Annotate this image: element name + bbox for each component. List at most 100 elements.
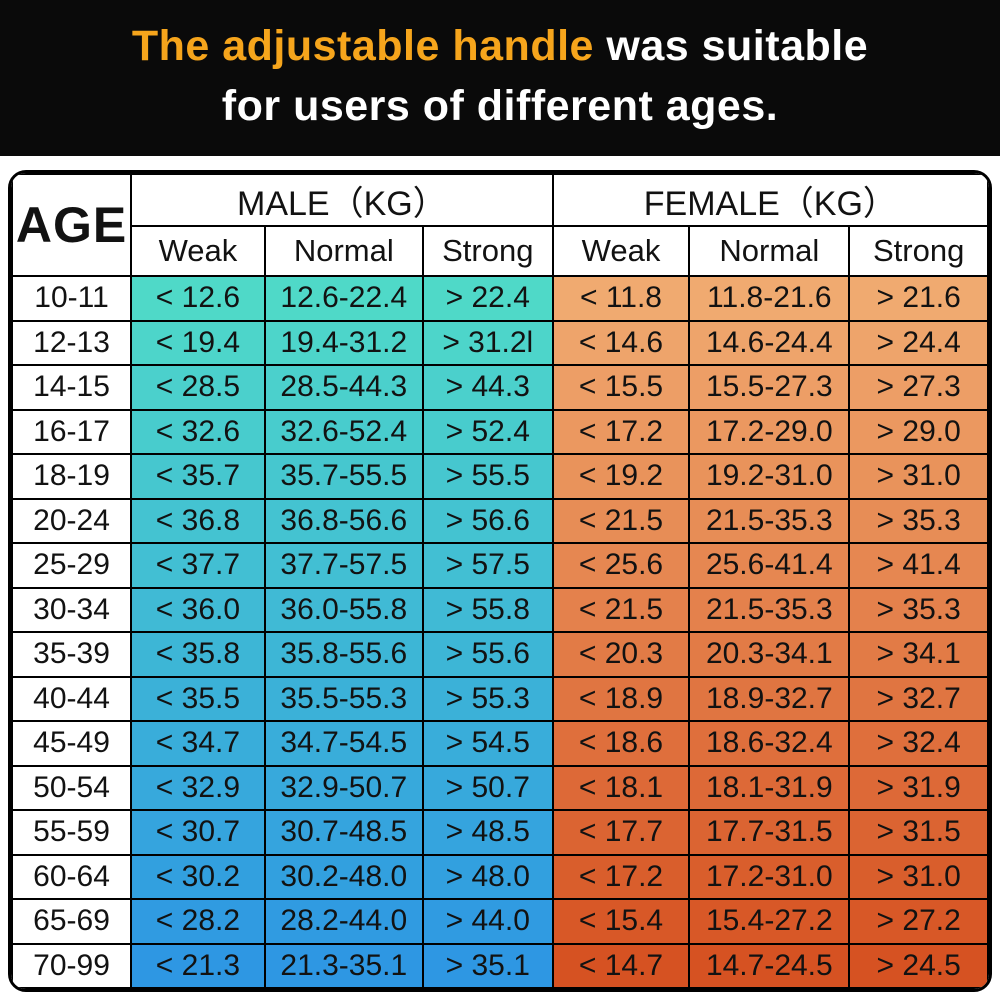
female-value-cell: < 20.3: [551, 631, 691, 678]
male-value-cell: 30.2-48.0: [263, 853, 424, 900]
male-value-cell: > 52.4: [421, 408, 554, 455]
female-normal-header: Normal: [688, 225, 851, 277]
male-value-cell: > 55.3: [421, 675, 554, 722]
female-value-cell: 11.8-21.6: [688, 275, 851, 322]
male-value-cell: 19.4-31.2: [263, 319, 424, 366]
age-cell: 30-34: [11, 586, 133, 633]
male-value-cell: 30.7-48.5: [263, 809, 424, 856]
male-value-cell: < 30.7: [130, 809, 266, 856]
female-value-cell: < 15.5: [551, 364, 691, 411]
female-value-cell: < 15.4: [551, 898, 691, 945]
female-value-cell: 19.2-31.0: [688, 453, 851, 500]
male-value-cell: > 31.2l: [421, 319, 554, 366]
female-value-cell: < 19.2: [551, 453, 691, 500]
age-cell: 25-29: [11, 542, 133, 589]
female-value-cell: > 29.0: [848, 408, 989, 455]
female-value-cell: 14.6-24.4: [688, 319, 851, 366]
age-cell: 50-54: [11, 764, 133, 811]
male-value-cell: > 44.3: [421, 364, 554, 411]
table-body: 10-11 < 12.6 12.6-22.4 > 22.4 < 11.8 11.8-21.…: [11, 275, 989, 989]
age-cell: 35-39: [11, 631, 133, 678]
male-value-cell: > 22.4: [421, 275, 554, 322]
table-row: 60-64 < 30.2 30.2-48.0 > 48.0 < 17.2 17.2-31.…: [11, 853, 989, 900]
age-column-header: AGE: [11, 173, 133, 277]
age-cell: 45-49: [11, 720, 133, 767]
male-value-cell: < 37.7: [130, 542, 266, 589]
male-value-cell: 35.5-55.3: [263, 675, 424, 722]
table-row: 25-29 < 37.7 37.7-57.5 > 57.5 < 25.6 25.6-41.…: [11, 542, 989, 589]
male-value-cell: > 57.5: [421, 542, 554, 589]
male-value-cell: 34.7-54.5: [263, 720, 424, 767]
table-row: 16-17 < 32.6 32.6-52.4 > 52.4 < 17.2 17.2-29.…: [11, 408, 989, 455]
table-row: 20-24 < 36.8 36.8-56.6 > 56.6 < 21.5 21.5-35.…: [11, 497, 989, 544]
female-value-cell: < 17.2: [551, 853, 691, 900]
age-cell: 70-99: [11, 942, 133, 989]
table-row: 12-13 < 19.4 19.4-31.2 > 31.2l < 14.6 14.6-24…: [11, 319, 989, 366]
male-value-cell: 12.6-22.4: [263, 275, 424, 322]
table-row: 14-15 < 28.5 28.5-44.3 > 44.3 < 15.5 15.5-27.…: [11, 364, 989, 411]
male-value-cell: > 48.5: [421, 809, 554, 856]
female-value-cell: 15.5-27.3: [688, 364, 851, 411]
male-weak-header: Weak: [130, 225, 266, 277]
male-value-cell: 36.0-55.8: [263, 586, 424, 633]
male-group-header: MALE（KG）: [130, 173, 554, 227]
age-cell: 10-11: [11, 275, 133, 322]
age-cell: 65-69: [11, 898, 133, 945]
female-strong-header: Strong: [848, 225, 989, 277]
male-value-cell: < 36.0: [130, 586, 266, 633]
age-cell: 20-24: [11, 497, 133, 544]
female-value-cell: > 41.4: [848, 542, 989, 589]
table-row: 65-69 < 28.2 28.2-44.0 > 44.0 < 15.4 15.4-27.…: [11, 898, 989, 945]
female-value-cell: > 27.3: [848, 364, 989, 411]
male-value-cell: 35.7-55.5: [263, 453, 424, 500]
banner-line1-rest: was suitable: [593, 22, 869, 70]
male-value-cell: > 48.0: [421, 853, 554, 900]
table-row: 35-39 < 35.8 35.8-55.6 > 55.6 < 20.3 20.3-34.…: [11, 631, 989, 678]
female-value-cell: > 24.4: [848, 319, 989, 366]
male-value-cell: 35.8-55.6: [263, 631, 424, 678]
table-row: 10-11 < 12.6 12.6-22.4 > 22.4 < 11.8 11.8-21.…: [11, 275, 989, 322]
male-value-cell: < 34.7: [130, 720, 266, 767]
male-value-cell: > 44.0: [421, 898, 554, 945]
table-row: 55-59 < 30.7 30.7-48.5 > 48.5 < 17.7 17.7-31.…: [11, 809, 989, 856]
table-header: AGE MALE（KG） FEMALE（KG） Weak Normal Stro…: [11, 173, 989, 277]
female-value-cell: < 14.7: [551, 942, 691, 989]
male-value-cell: < 36.8: [130, 497, 266, 544]
table-row: 30-34 < 36.0 36.0-55.8 > 55.8 < 21.5 21.5-35.…: [11, 586, 989, 633]
age-cell: 12-13: [11, 319, 133, 366]
male-value-cell: < 35.8: [130, 631, 266, 678]
age-strength-table: AGE MALE（KG） FEMALE（KG） Weak Normal Stro…: [11, 173, 989, 989]
female-value-cell: < 18.6: [551, 720, 691, 767]
male-value-cell: > 56.6: [421, 497, 554, 544]
female-value-cell: > 35.3: [848, 497, 989, 544]
table-row: 40-44 < 35.5 35.5-55.3 > 55.3 < 18.9 18.9-32.…: [11, 675, 989, 722]
age-cell: 40-44: [11, 675, 133, 722]
male-value-cell: 32.6-52.4: [263, 408, 424, 455]
female-value-cell: < 18.9: [551, 675, 691, 722]
banner-highlight-text: The adjustable handle: [131, 22, 594, 70]
male-normal-header: Normal: [263, 225, 424, 277]
male-value-cell: < 28.2: [130, 898, 266, 945]
age-cell: 16-17: [11, 408, 133, 455]
female-value-cell: < 17.7: [551, 809, 691, 856]
male-value-cell: 28.2-44.0: [263, 898, 424, 945]
male-value-cell: < 35.7: [130, 453, 266, 500]
male-value-cell: > 54.5: [421, 720, 554, 767]
male-value-cell: > 55.8: [421, 586, 554, 633]
male-value-cell: 37.7-57.5: [263, 542, 424, 589]
male-value-cell: 21.3-35.1: [263, 942, 424, 989]
age-cell: 60-64: [11, 853, 133, 900]
male-value-cell: < 32.6: [130, 408, 266, 455]
male-value-cell: > 50.7: [421, 764, 554, 811]
male-value-cell: < 32.9: [130, 764, 266, 811]
female-value-cell: > 24.5: [848, 942, 989, 989]
female-value-cell: 17.2-29.0: [688, 408, 851, 455]
male-value-cell: < 21.3: [130, 942, 266, 989]
female-value-cell: > 32.4: [848, 720, 989, 767]
female-value-cell: < 21.5: [551, 586, 691, 633]
female-value-cell: 14.7-24.5: [688, 942, 851, 989]
male-value-cell: < 35.5: [130, 675, 266, 722]
female-value-cell: 21.5-35.3: [688, 586, 851, 633]
male-value-cell: 32.9-50.7: [263, 764, 424, 811]
female-value-cell: 20.3-34.1: [688, 631, 851, 678]
